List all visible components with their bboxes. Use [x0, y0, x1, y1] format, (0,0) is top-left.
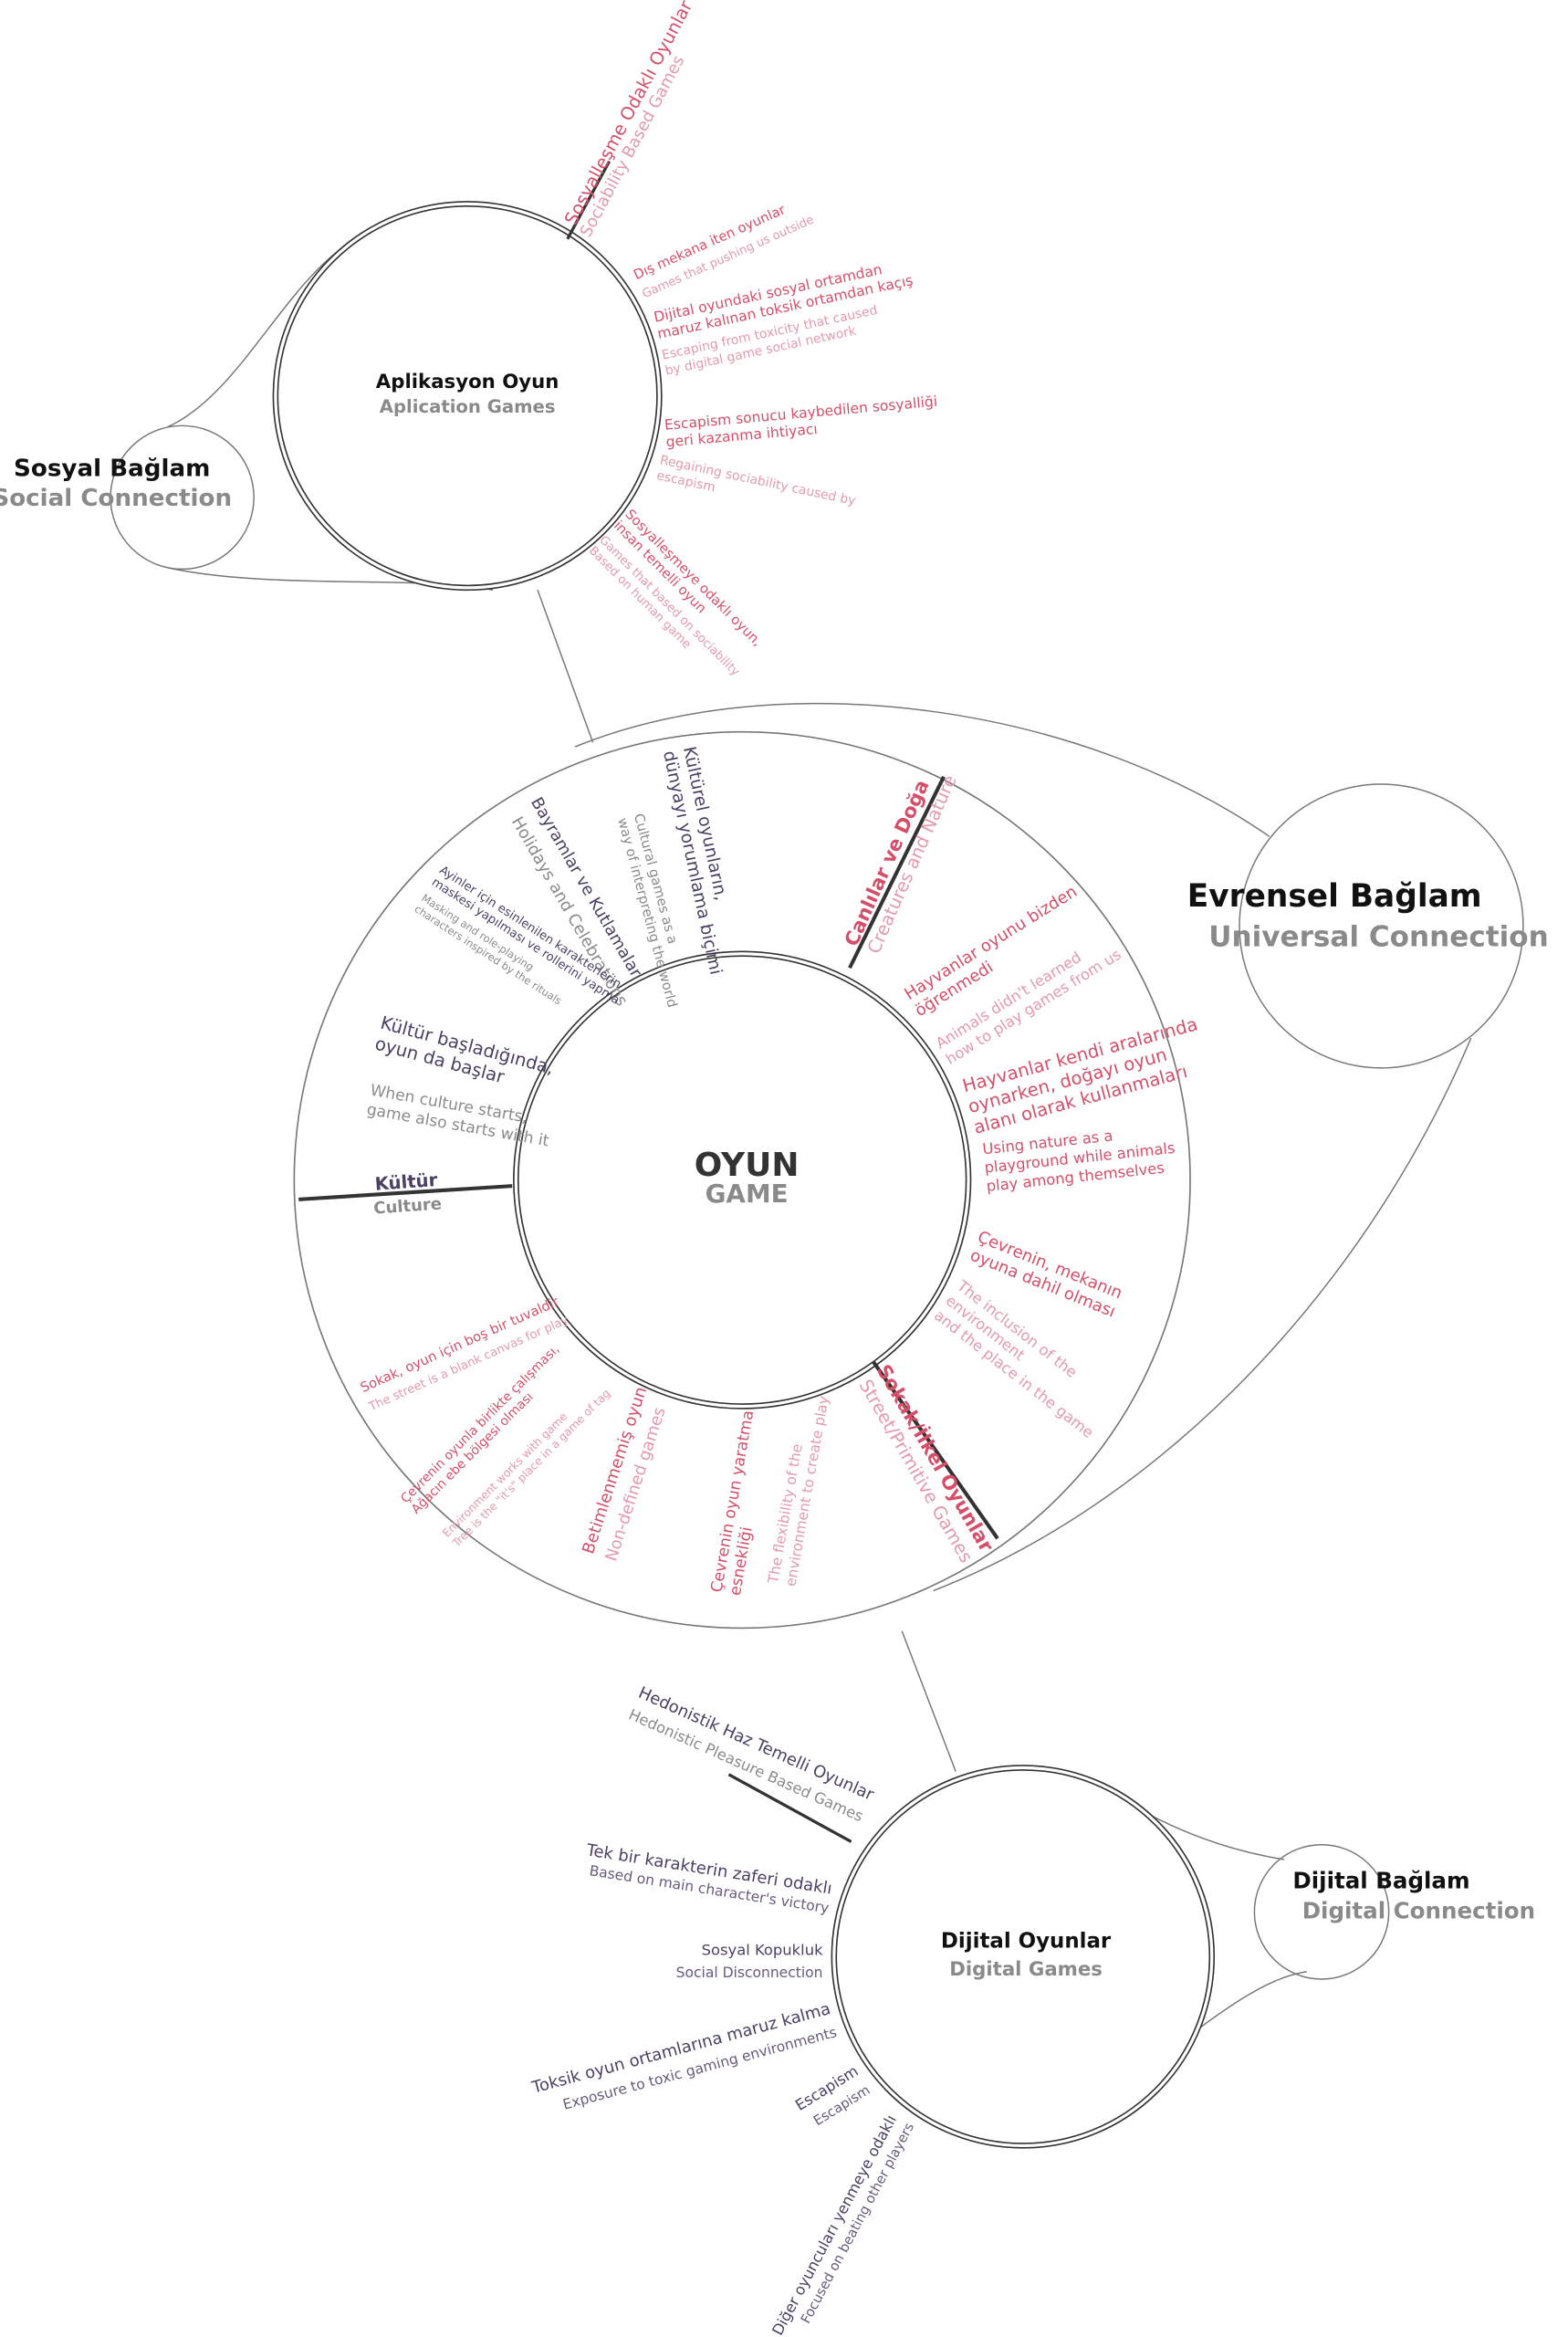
- hub-title: Aplikasyon Oyun: [376, 371, 559, 393]
- context-title: Sosyal Bağlam: [14, 455, 210, 482]
- hub-title: Dijital Oyunlar: [941, 1930, 1112, 1954]
- hub-subtitle: Digital Games: [949, 1958, 1103, 1981]
- hub-circle: [835, 1769, 1211, 2144]
- context-subtitle: Social Connection: [0, 485, 232, 512]
- center-subtitle: GAME: [706, 1179, 789, 1209]
- context-subtitle: Digital Connection: [1302, 1897, 1535, 1923]
- hub-circle: [831, 1765, 1216, 2149]
- context-title: Dijital Bağlam: [1292, 1868, 1469, 1894]
- hub-circle: [277, 204, 658, 587]
- item-tr: Diğer oyuncuları yenmeye odaklı: [768, 2112, 900, 2337]
- center-circle: [517, 955, 967, 1405]
- section-rule: [848, 775, 946, 969]
- connector: [901, 1630, 956, 1772]
- hub-circle: [272, 201, 663, 592]
- item-tr: Sosyal Kopukluk: [702, 1941, 823, 1958]
- digital-circle: [1253, 1843, 1390, 1980]
- section-rule: [727, 1773, 852, 1843]
- universal-circle: [1239, 783, 1524, 1069]
- item-en: Focused on beating other players: [798, 2120, 917, 2326]
- center-title: OYUN: [695, 1147, 800, 1184]
- section-rule: [872, 1361, 999, 1540]
- item-tr: Sosyalleşme Odaklı Oyunlar: [560, 0, 697, 228]
- hub-subtitle: Aplication Games: [380, 396, 556, 417]
- envelope: [933, 1037, 1472, 1592]
- item-tr: Hedonistik Haz Temelli Oyunlar: [635, 1683, 877, 1805]
- section-subtitle: Culture: [373, 1194, 443, 1218]
- context-subtitle: Universal Connection: [1208, 921, 1549, 954]
- context-title: Evrensel Bağlam: [1187, 878, 1482, 915]
- section-title: Kültür: [374, 1169, 438, 1195]
- envelope: [574, 702, 1270, 837]
- section-rule: [566, 160, 612, 240]
- connector: [537, 590, 594, 743]
- section-rule: [298, 1184, 513, 1201]
- item-en: Social Disconnection: [676, 1965, 823, 1981]
- social-circle: [110, 424, 255, 571]
- center-circle: [513, 950, 972, 1410]
